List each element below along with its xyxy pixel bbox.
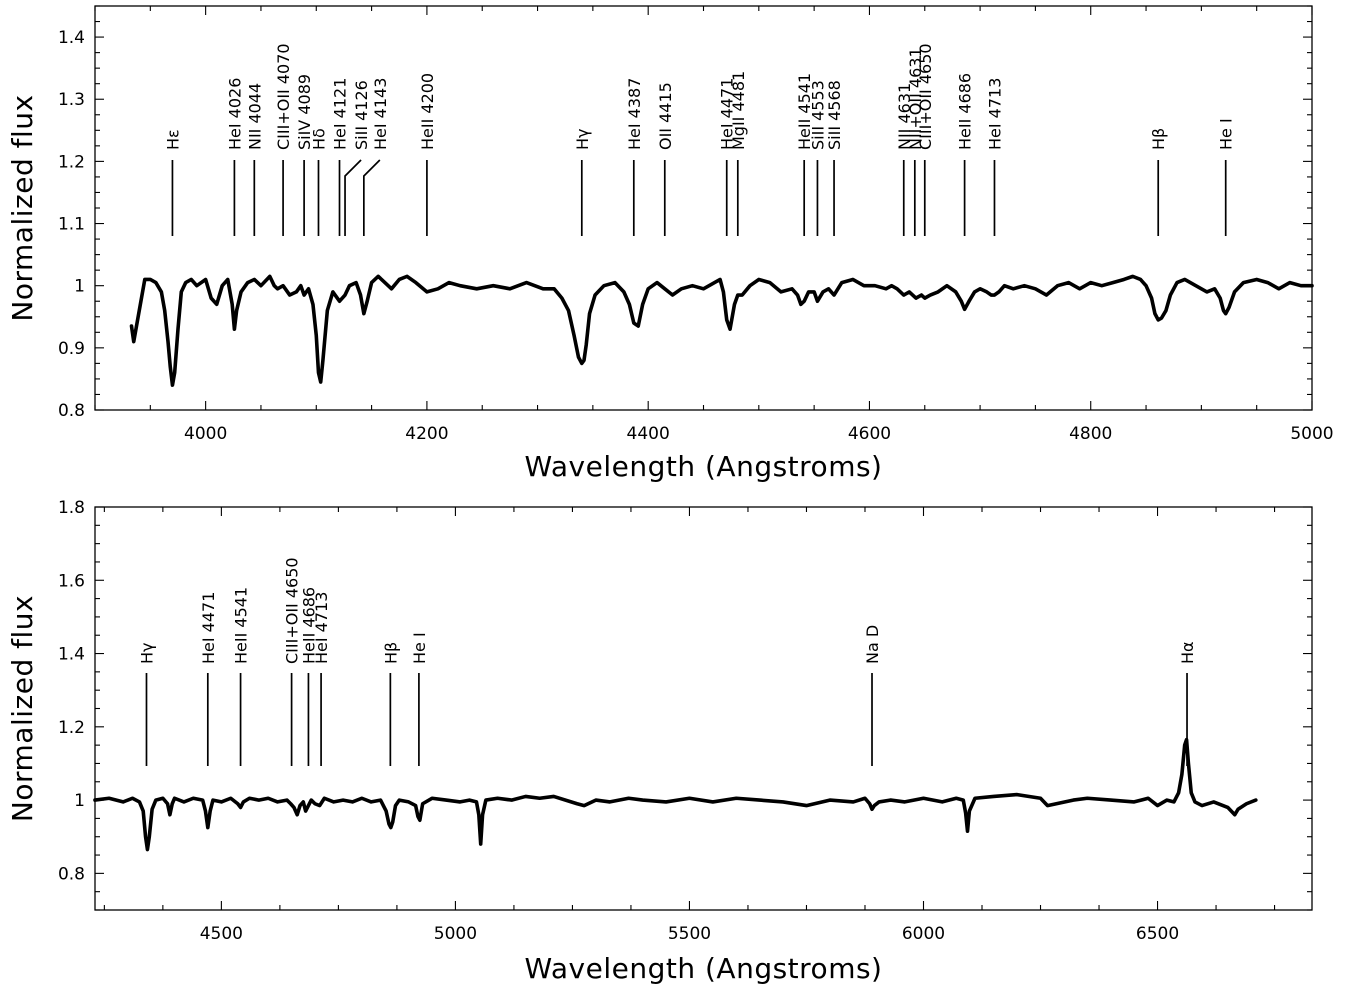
line-label: SiII 4568 [825,80,844,150]
line-label: HeII 4686 [956,73,975,150]
line-label: HeI 4713 [312,592,331,664]
x-tick-label: 6000 [902,924,945,944]
line-label: HeII 4200 [418,73,437,150]
x-tick-label: 4000 [184,424,227,444]
x-tick-label: 4200 [405,424,448,444]
y-tick-label: 1.2 [58,152,85,172]
line-label: HeI 4471 [199,592,218,664]
line-label: CIII+OII 4650 [916,43,935,150]
line-label: HeII 4686 [299,587,318,664]
y-axis-label: Normalized flux [6,94,39,321]
y-tick-label: 1.2 [58,718,85,738]
x-tick-label: 5000 [434,924,477,944]
x-tick-label: 4600 [848,424,891,444]
line-label: SiIV 4089 [295,74,314,150]
y-tick-label: 1.6 [58,571,85,591]
x-tick-label: 5000 [1290,424,1333,444]
y-tick-label: 1.1 [58,215,85,235]
x-tick-label: 4400 [627,424,670,444]
top-spectrum-panel: 4000 4200 4400 4600 4800 5000 0.8 0.9 1 1.1 1.2 1.3… [6,5,1334,483]
line-marker [344,159,362,236]
x-tick-label: 4500 [200,924,243,944]
line-label: NII 4044 [245,83,264,150]
line-label: MgII 4481 [729,71,748,150]
y-tick-label: 1.4 [58,28,85,48]
line-label: Hγ [573,129,592,151]
line-label: He I [410,632,429,664]
line-label: NII 4631 [895,83,914,150]
line-label: Hβ [381,642,400,664]
line-label: Hγ [137,643,156,665]
line-label: SiII 4553 [808,80,827,150]
line-label: Hβ [1149,128,1168,150]
y-axis-label: Normalized flux [6,595,39,822]
y-tick-label: 0.9 [58,339,85,359]
line-label: HeI 4026 [225,78,244,150]
line-label: NII+OII 4631 [906,47,925,150]
plot-frame [94,506,1313,911]
line-label: Hδ [309,128,328,150]
line-label: He I [1217,118,1236,150]
y-tick-label: 0.8 [58,401,85,421]
line-label: HeI 4471 [718,78,737,150]
y-tick-label: 1.8 [58,498,85,518]
line-label: SiII 4126 [352,80,371,150]
x-tick-label: 6500 [1136,924,1179,944]
line-label: HeI 4143 [371,78,390,150]
line-label: OII 4415 [656,82,675,150]
x-tick-label: 5500 [668,924,711,944]
y-tick-label: 1.4 [58,645,85,665]
spectrum-line [93,737,1258,852]
y-tick-label: 0.8 [58,864,85,884]
line-label: Hε [163,129,182,150]
spectrum-line [129,274,1314,387]
line-label: Hα [1178,641,1197,664]
line-label: HeI 4713 [985,78,1004,150]
bottom-spectrum-panel: 4500 5000 5500 6000 6500 0.8 1 1.2 1.4 1.6 1.8 Wave… [6,498,1313,985]
y-tick-label: 1 [74,791,85,811]
y-tick-label: 1 [74,277,85,297]
line-label: CIII+OII 4070 [274,43,293,150]
y-tick-label: 1.3 [58,90,85,110]
line-label: HeI 4387 [625,78,644,150]
x-axis-label: Wavelength (Angstroms) [525,952,883,985]
x-tick-label: 4800 [1069,424,1112,444]
line-label: HeII 4541 [232,587,251,664]
x-axis-label: Wavelength (Angstroms) [525,450,883,483]
line-marker [362,159,381,236]
line-label: HeI 4121 [331,78,350,150]
line-label: Na D [863,625,882,664]
line-label: CIII+OII 4650 [283,557,302,664]
line-label: HeII 4541 [795,73,814,150]
